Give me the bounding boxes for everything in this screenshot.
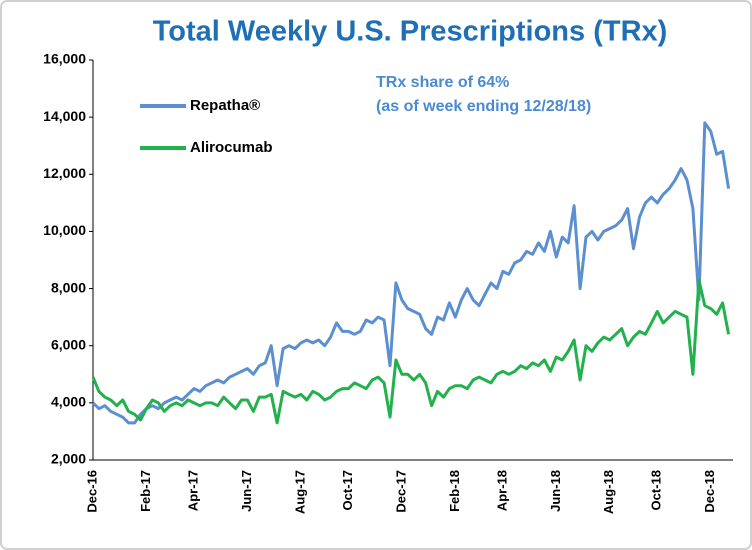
x-tick-label: Jun-17 (239, 470, 254, 512)
x-tick-label: Jun-18 (548, 470, 563, 512)
annotation: TRx share of 64% (376, 74, 509, 91)
y-tick-label: 16,000 (43, 51, 86, 67)
line-series (91, 121, 731, 425)
x-tick-label: Dec-17 (393, 470, 408, 513)
x-tick-label: Oct-18 (649, 470, 664, 510)
x-tick-label: Aug-17 (292, 470, 307, 514)
legend-label: Alirocumab (190, 139, 273, 156)
y-tick-label: 2,000 (51, 451, 86, 467)
annotation: (as of week ending 12/28/18) (376, 98, 591, 115)
x-tick-label: Dec-16 (84, 470, 99, 513)
y-tick-label: 4,000 (51, 394, 86, 410)
x-tick-label: Oct-17 (340, 470, 355, 510)
x-tick-label: Feb-17 (138, 470, 153, 512)
legend-label: Repatha® (190, 97, 260, 114)
chart-title: Total Weekly U.S. Prescriptions (TRx) (153, 16, 668, 48)
y-tick-label: 8,000 (51, 279, 86, 295)
x-tick-label: Feb-18 (447, 470, 462, 512)
x-tick-label: Apr-18 (494, 470, 509, 511)
y-tick-label: 12,000 (43, 165, 86, 181)
y-tick-label: 6,000 (51, 336, 86, 352)
x-tick-label: Aug-18 (601, 470, 616, 514)
line-series (91, 278, 731, 425)
y-tick-label: 10,000 (43, 222, 86, 238)
y-tick-label: 14,000 (43, 108, 86, 124)
x-tick-label: Apr-17 (185, 470, 200, 511)
x-tick-label: Dec-18 (702, 470, 717, 513)
